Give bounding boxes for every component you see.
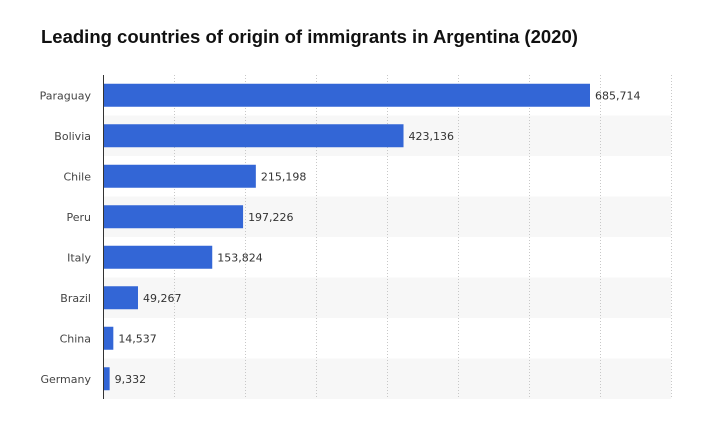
value-labels: 685,714 423,136 215,198 197,226 153,824 49,26… xyxy=(115,89,641,386)
category-label: Peru xyxy=(66,211,91,224)
bars xyxy=(103,83,590,391)
category-label: Brazil xyxy=(60,292,91,305)
value-label: 685,714 xyxy=(595,89,641,102)
category-label: Germany xyxy=(40,373,91,386)
chart-title: Leading countries of origin of immigrant… xyxy=(41,26,578,47)
value-label: 423,136 xyxy=(409,130,455,143)
bar-paraguay xyxy=(103,83,590,107)
bar-brazil xyxy=(103,286,138,310)
value-label: 14,537 xyxy=(118,332,157,345)
bar-italy xyxy=(103,245,213,269)
bar-chile xyxy=(103,164,256,188)
category-label: Paraguay xyxy=(40,89,92,102)
category-label: Italy xyxy=(67,251,91,264)
category-label: China xyxy=(60,332,91,345)
value-label: 49,267 xyxy=(143,292,182,305)
category-labels: Paraguay Bolivia Chile Peru Italy Brazil China… xyxy=(40,89,92,386)
category-label: Bolivia xyxy=(54,130,91,143)
value-label: 215,198 xyxy=(261,170,307,183)
category-label: Chile xyxy=(63,170,91,183)
bar-bolivia xyxy=(103,124,404,148)
value-label: 153,824 xyxy=(217,251,263,264)
bar-germany xyxy=(103,367,110,391)
bar-peru xyxy=(103,205,244,229)
value-label: 9,332 xyxy=(115,373,147,386)
value-label: 197,226 xyxy=(248,211,293,224)
bar-china xyxy=(103,326,114,350)
